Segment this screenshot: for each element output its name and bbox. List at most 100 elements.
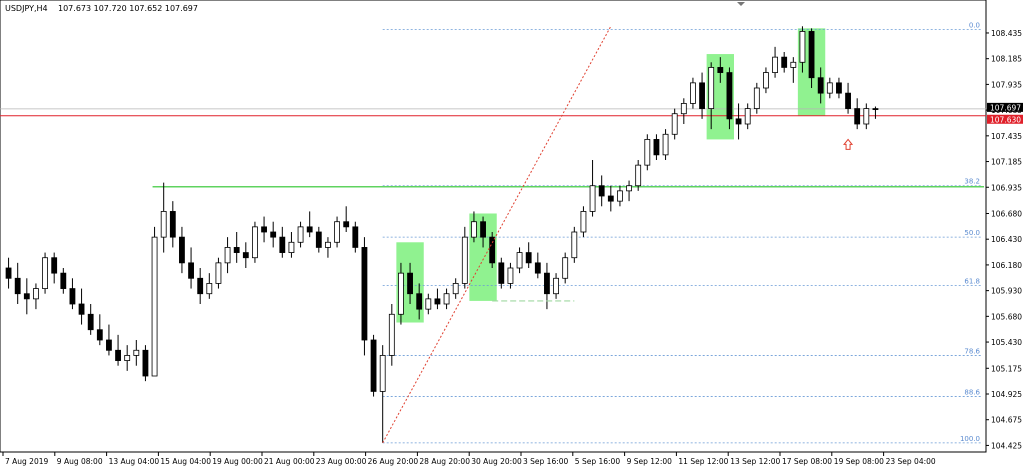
candle-body-86 [790, 61, 797, 68]
scroll-marker-icon[interactable] [737, 2, 745, 6]
candle-body-84 [772, 56, 778, 73]
y-tick-label-9: 106.180 [991, 261, 1022, 270]
x-tick-label-17: 23 Sep 04:00 [886, 457, 936, 466]
candle-body-27 [252, 226, 258, 259]
candle-body-18 [169, 211, 176, 238]
candle-body-10 [96, 329, 103, 341]
candle-body-51 [471, 221, 477, 238]
y-tick-label-14: 104.925 [991, 390, 1022, 399]
candle-body-47 [434, 298, 441, 305]
candle-body-45 [416, 293, 423, 310]
y-tick-label-2: 107.935 [991, 80, 1022, 89]
candle-body-70 [644, 139, 651, 166]
x-tick-label-1: 9 Aug 08:00 [57, 457, 103, 466]
candle-body-3 [33, 288, 39, 300]
drawings [382, 26, 854, 444]
fib-level-label-5: 88.6 [964, 389, 980, 397]
y-tick-label-7: 106.680 [991, 209, 1022, 218]
candle-body-22 [206, 283, 213, 295]
candle-body-12 [115, 349, 121, 361]
candle-body-8 [78, 303, 85, 315]
candle-body-60 [553, 277, 559, 295]
candle-body-33 [306, 226, 313, 233]
x-tick-label-11: 5 Sep 16:00 [575, 457, 621, 466]
candle-body-1 [14, 277, 21, 295]
y-tick-label-12: 105.430 [991, 338, 1022, 347]
candle-body-25 [233, 247, 240, 253]
time-axis: 7 Aug 2019 9 Aug 08:00 13 Aug 04:00 15 Aug … [2, 452, 936, 466]
candle-body-54 [498, 262, 505, 284]
candle-body-11 [106, 339, 112, 351]
price-tag-label-1: 107.630 [990, 115, 1021, 124]
candle-body-64 [589, 185, 596, 212]
candle-body-76 [699, 82, 705, 109]
candle-body-50 [461, 236, 468, 284]
candle-body-92 [845, 92, 851, 109]
y-tick-label-4: 107.435 [991, 132, 1022, 141]
candle-body-29 [270, 231, 277, 238]
candle-body-44 [407, 272, 413, 295]
x-tick-label-6: 23 Aug 00:00 [316, 457, 367, 466]
candle-body-62 [571, 231, 578, 259]
candle-body-15 [142, 349, 149, 377]
candle-body-46 [425, 298, 432, 310]
candle-body-49 [452, 283, 459, 295]
x-tick-label-16: 19 Sep 08:00 [834, 457, 884, 466]
candle-body-87 [799, 31, 806, 63]
x-tick-label-2: 13 Aug 04:00 [109, 457, 160, 466]
y-tick-label-16: 104.425 [991, 441, 1022, 450]
candle-body-55 [507, 267, 514, 284]
candle-body-37 [343, 221, 350, 228]
x-tick-label-7: 26 Aug 20:00 [368, 457, 419, 466]
x-tick-label-14: 13 Sep 12:00 [730, 457, 780, 466]
chart-header: USDJPY,H4 107.673 107.720 107.652 107.69… [5, 4, 198, 13]
fib-level-label-0: 0.0 [969, 21, 980, 29]
fib-level-label-2: 50.0 [964, 229, 980, 237]
trend-line [382, 26, 612, 444]
candle-body-0 [5, 267, 12, 279]
candle-body-39 [361, 247, 368, 341]
candle-body-21 [197, 277, 204, 295]
candle-body-75 [690, 82, 696, 104]
candle-body-13 [124, 355, 131, 361]
y-tick-label-11: 105.680 [991, 312, 1022, 321]
x-tick-label-13: 11 Sep 12:00 [678, 457, 728, 466]
candle-body-81 [744, 108, 751, 125]
y-tick-label-0: 108.435 [991, 29, 1022, 38]
y-tick-label-5: 107.185 [991, 158, 1022, 167]
candle-body-7 [69, 288, 76, 305]
y-tick-label-10: 105.930 [991, 287, 1022, 296]
x-tick-label-12: 9 Sep 12:00 [627, 457, 673, 466]
candle-body-63 [580, 211, 587, 233]
y-tick-label-8: 106.430 [991, 235, 1022, 244]
candle-body-77 [708, 67, 715, 109]
ohlc-readout: 107.673 107.720 107.652 107.697 [58, 4, 198, 13]
candle-body-32 [297, 226, 304, 243]
candle-body-82 [753, 87, 760, 109]
symbol-label: USDJPY,H4 [5, 4, 48, 13]
y-tick-label-15: 104.675 [991, 416, 1022, 425]
candle-body-88 [808, 31, 815, 79]
price-axis: 108.435108.185107.935107.685107.435107.1… [986, 29, 1022, 450]
candles [5, 26, 879, 443]
x-tick-label-4: 19 Aug 00:00 [212, 457, 263, 466]
x-tick-label-10: 3 Sep 16:00 [523, 457, 569, 466]
candle-body-4 [42, 257, 48, 289]
candle-body-72 [662, 133, 669, 156]
candle-body-40 [370, 339, 377, 392]
horizontal-levels: 0.0 38.2 50.0 61.8 78.6 88.6 100.0 [0, 21, 986, 444]
candle-body-93 [854, 108, 861, 125]
price-tags: 107.697 107.630 [987, 102, 1023, 124]
candle-body-78 [717, 67, 724, 73]
x-tick-label-9: 30 Aug 20:00 [471, 457, 522, 466]
candle-body-30 [279, 236, 286, 253]
candle-body-2 [23, 293, 30, 300]
candle-body-85 [781, 56, 788, 68]
candle-body-74 [680, 103, 687, 115]
candle-body-36 [334, 221, 340, 243]
candle-body-95 [872, 108, 879, 110]
candle-body-83 [763, 72, 769, 89]
candle-body-19 [179, 236, 185, 264]
fib-level-label-1: 38.2 [964, 178, 980, 186]
